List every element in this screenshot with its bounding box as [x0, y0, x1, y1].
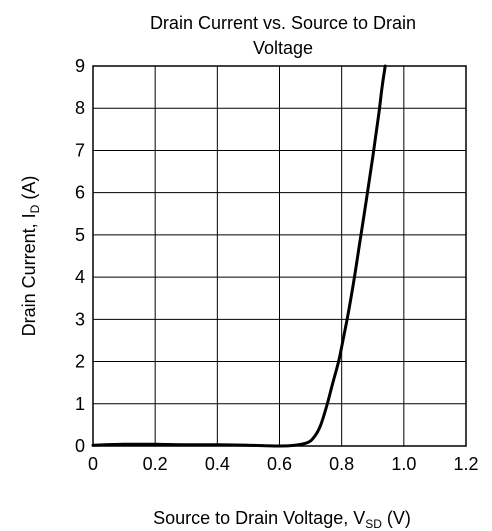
- y-tick-label: 6: [75, 183, 85, 203]
- x-axis-label-subscript: SD: [365, 517, 382, 531]
- series-line-drain-current: [91, 64, 387, 448]
- x-tick-label: 0.2: [143, 454, 168, 474]
- x-axis-label-main: Source to Drain Voltage, V: [153, 508, 365, 528]
- chart-title-line-2: Voltage: [253, 38, 313, 58]
- plot-area-frame: [92, 65, 467, 447]
- y-tick-label: 8: [75, 98, 85, 118]
- y-tick-label: 0: [75, 436, 85, 456]
- x-tick-label: 0.4: [205, 454, 230, 474]
- x-tick-label: 1.0: [391, 454, 416, 474]
- y-axis-label-subscript: D: [28, 204, 42, 213]
- y-tick-label: 2: [75, 352, 85, 372]
- chart-title-line-1: Drain Current vs. Source to Drain: [150, 13, 416, 33]
- y-tick-label: 3: [75, 309, 85, 329]
- y-tick-label: 5: [75, 225, 85, 245]
- y-axis-label-main: Drain Current, I: [19, 213, 39, 336]
- x-tick-label: 0.8: [329, 454, 354, 474]
- x-tick-label: 1.2: [453, 454, 478, 474]
- y-tick-label: 4: [75, 267, 85, 287]
- x-axis-label: Source to Drain Voltage, VSD (V): [153, 508, 411, 531]
- y-axis-label-unit: (A): [19, 176, 39, 205]
- series-layer: [91, 64, 387, 448]
- y-tick-labels: 0 1 2 3 4 5 6 7 8 9: [75, 56, 85, 456]
- x-tick-label: 0: [88, 454, 98, 474]
- y-tick-label: 7: [75, 140, 85, 160]
- gridlines: [92, 65, 467, 447]
- y-tick-label: 9: [75, 56, 85, 76]
- y-axis-label: Drain Current, ID (A): [19, 176, 42, 337]
- chart-title: Drain Current vs. Source to Drain Voltag…: [150, 13, 416, 58]
- x-tick-label: 0.6: [267, 454, 292, 474]
- x-tick-labels: 0 0.2 0.4 0.6 0.8 1.0 1.2: [88, 454, 479, 474]
- x-axis-label-unit: (V): [382, 508, 411, 528]
- y-tick-label: 1: [75, 394, 85, 414]
